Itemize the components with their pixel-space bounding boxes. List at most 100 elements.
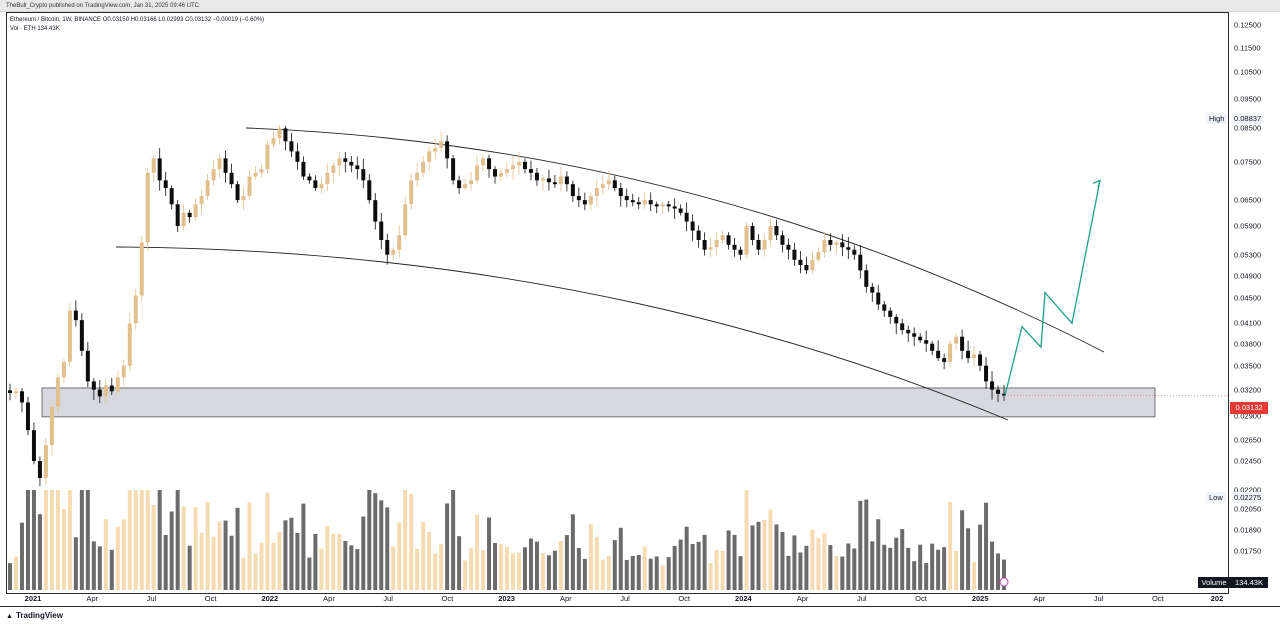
volume-bar <box>31 490 36 590</box>
volume-bar <box>175 490 180 590</box>
candle-body <box>576 196 581 201</box>
volume-bar <box>163 535 168 590</box>
volume-bar <box>367 490 372 590</box>
volume-bar <box>876 519 881 590</box>
volume-bar <box>337 534 342 590</box>
volume-bar <box>169 511 174 590</box>
footer-bar: ▲ TradingView <box>0 606 1280 627</box>
volume-bar <box>594 536 599 590</box>
volume-bar <box>217 521 222 590</box>
candle-body <box>594 188 599 197</box>
candle-body <box>421 161 426 173</box>
volume-bar <box>91 541 96 590</box>
volume-bar <box>522 547 527 590</box>
price-chart[interactable] <box>0 0 1280 606</box>
candle-body <box>732 244 737 250</box>
candle-body <box>900 323 905 330</box>
volume-bar <box>463 560 468 590</box>
candle-body <box>648 200 653 205</box>
candle-body <box>361 169 366 181</box>
volume-bar <box>606 555 611 590</box>
volume-bar <box>990 541 995 590</box>
price-tick-label: 0.01890 <box>1234 525 1262 535</box>
price-tick-label: 0.11500 <box>1234 43 1261 53</box>
candle-body <box>708 247 713 250</box>
candle-body <box>990 381 995 390</box>
candle-body <box>181 212 186 227</box>
candle-body <box>211 169 216 181</box>
candle-body <box>810 259 815 271</box>
candle-body <box>888 310 893 317</box>
candle-body <box>385 239 390 255</box>
volume-bar <box>762 520 767 590</box>
candle-body <box>816 252 821 260</box>
volume-bar <box>756 521 761 590</box>
candle-body <box>67 310 72 362</box>
volume-bar <box>331 533 336 590</box>
candle-body <box>169 188 174 205</box>
candle-body <box>612 180 617 189</box>
candle-body <box>582 200 587 205</box>
candle-body <box>822 239 827 253</box>
volume-bar <box>600 559 605 590</box>
volume-bar <box>918 544 923 590</box>
candle-body <box>636 202 641 205</box>
time-tick-label: Jul <box>857 594 867 603</box>
candle-body <box>786 244 791 250</box>
candle-body <box>187 212 192 218</box>
candle-body <box>19 391 24 403</box>
candle-body <box>271 138 276 145</box>
candle-body <box>696 230 701 240</box>
candle-body <box>139 242 144 296</box>
candle-body <box>25 402 30 431</box>
volume-bar <box>481 550 486 590</box>
candle-body <box>978 354 983 366</box>
price-tick-label: 0.03500 <box>1234 361 1262 371</box>
candle-body <box>564 176 569 185</box>
volume-bar <box>193 507 198 590</box>
candle-body <box>1002 393 1007 396</box>
tradingview-logo[interactable]: ▲ TradingView <box>6 611 63 620</box>
candle-body <box>265 144 270 170</box>
price-tick-label: 0.02900 <box>1234 411 1262 421</box>
volume-bar <box>409 493 414 590</box>
volume-bar <box>55 490 60 590</box>
candle-body <box>307 176 312 181</box>
volume-bar <box>121 519 126 590</box>
volume-bar <box>822 533 827 590</box>
time-tick-label: Apr <box>559 594 572 603</box>
volume-bar <box>97 546 102 590</box>
candle-body <box>469 180 474 185</box>
price-tick-label: 0.03200 <box>1234 385 1262 395</box>
volume-bar <box>888 547 893 590</box>
candle-body <box>253 172 258 177</box>
candle-body <box>463 184 468 189</box>
price-tick-label: 0.05300 <box>1234 250 1262 260</box>
upper-trendline <box>245 127 1105 353</box>
candle-body <box>397 235 402 250</box>
candle-body <box>618 188 623 197</box>
candle-body <box>295 151 300 162</box>
volume-bar <box>774 524 779 590</box>
candle-body <box>930 343 935 351</box>
volume-bar <box>145 490 150 590</box>
volume-bar <box>325 526 330 590</box>
volume-bar <box>391 546 396 590</box>
candle-body <box>373 200 378 222</box>
volume-bar <box>660 565 665 590</box>
volume-bar <box>493 543 498 590</box>
volume-bar <box>894 537 899 590</box>
volume-bar <box>768 509 773 590</box>
volume-bar <box>516 552 521 590</box>
volume-bar <box>666 557 671 590</box>
volume-bar <box>816 538 821 590</box>
candle-body <box>331 165 336 173</box>
volume-bar <box>780 532 785 590</box>
volume-bar <box>726 530 731 590</box>
candle-body <box>73 310 78 321</box>
volume-bar <box>223 520 228 590</box>
volume-tag: Volume <box>1198 577 1230 588</box>
candle-body <box>103 385 108 397</box>
volume-bar <box>840 556 845 590</box>
volume-bar <box>828 545 833 590</box>
